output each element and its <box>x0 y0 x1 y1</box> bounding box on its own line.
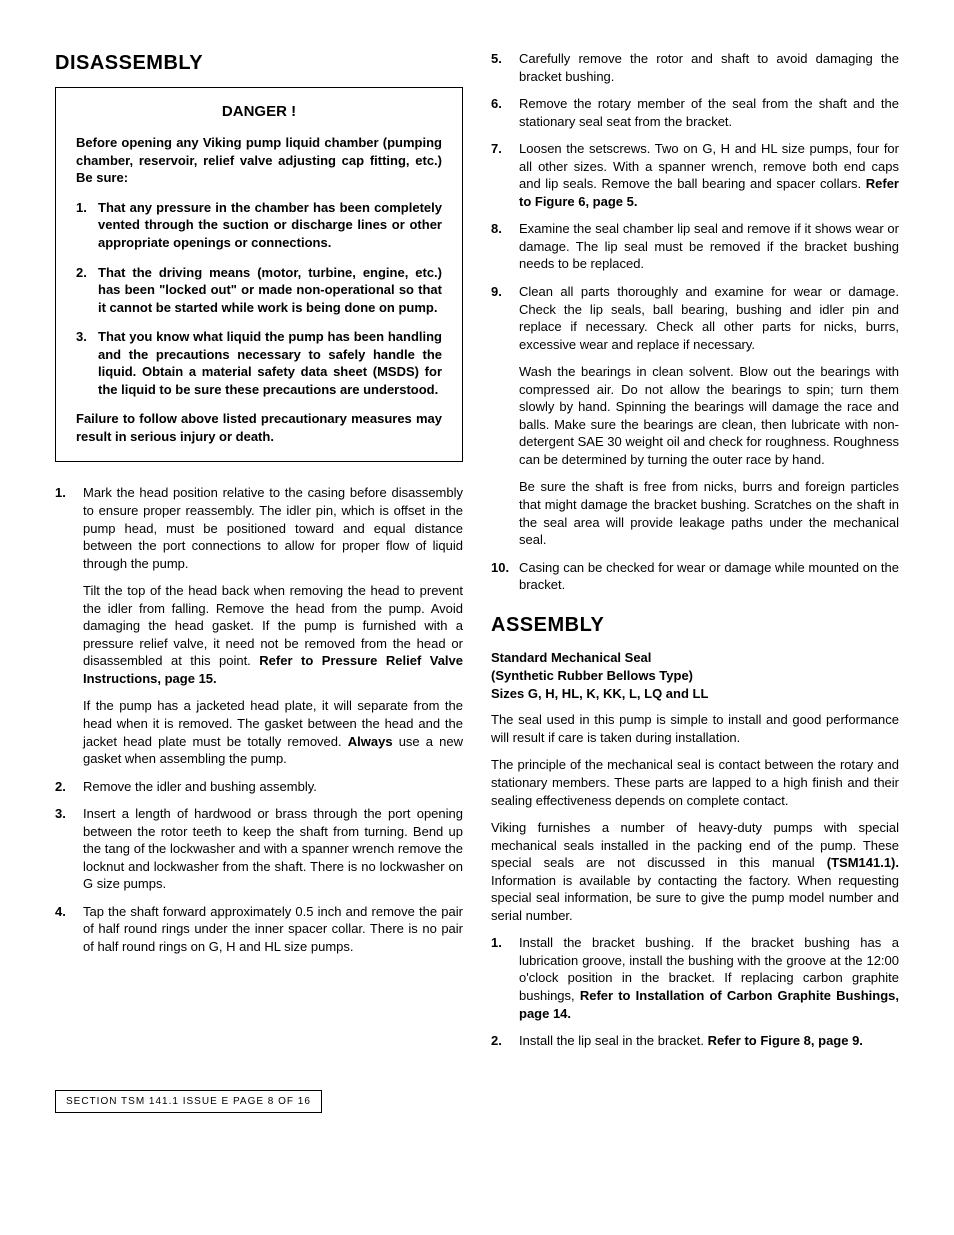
assembly-para2: The principle of the mechanical seal is … <box>491 756 899 809</box>
dis-step-5: Carefully remove the rotor and shaft to … <box>519 50 899 85</box>
danger-title: DANGER ! <box>76 102 442 122</box>
asm-step-2: Install the lip seal in the bracket. Ref… <box>519 1032 899 1050</box>
dis-step-7-text: Loosen the setscrews. Two on G, H and HL… <box>519 141 899 191</box>
right-column: Carefully remove the rotor and shaft to … <box>491 50 899 1060</box>
disassembly-steps-right: Carefully remove the rotor and shaft to … <box>491 50 899 594</box>
dis-step-1-p3: If the pump has a jacketed head plate, i… <box>83 697 463 767</box>
dis-step-9-p2: Wash the bearings in clean solvent. Blow… <box>519 363 899 468</box>
disassembly-heading: DISASSEMBLY <box>55 50 463 77</box>
dis-step-9-p3: Be sure the shaft is free from nicks, bu… <box>519 478 899 548</box>
danger-footer: Failure to follow above listed precautio… <box>76 410 442 445</box>
assembly-sub2: (Synthetic Rubber Bellows Type) <box>491 668 693 683</box>
dis-step-3: Insert a length of hardwood or brass thr… <box>83 805 463 893</box>
dis-step-7: Loosen the setscrews. Two on G, H and HL… <box>519 140 899 210</box>
danger-item-3: That you know what liquid the pump has b… <box>98 328 442 398</box>
dis-step-8: Examine the seal chamber lip seal and re… <box>519 220 899 273</box>
dis-step-1-text: Mark the head position relative to the c… <box>83 485 463 570</box>
dis-step-6: Remove the rotary member of the seal fro… <box>519 95 899 130</box>
page-footer: SECTION TSM 141.1 ISSUE E PAGE 8 OF 16 <box>55 1090 322 1114</box>
dis-step-1-p2: Tilt the top of the head back when remov… <box>83 582 463 687</box>
dis-step-9: Clean all parts thoroughly and examine f… <box>519 283 899 549</box>
assembly-para3: Viking furnishes a number of heavy-duty … <box>491 819 899 924</box>
dis-step-1-p3-bold: Always <box>348 734 393 749</box>
assembly-sub3: Sizes G, H, HL, K, KK, L, LQ and LL <box>491 686 708 701</box>
danger-box: DANGER ! Before opening any Viking pump … <box>55 87 463 462</box>
assembly-steps: Install the bracket bushing. If the brac… <box>491 934 899 1049</box>
asm-step-1: Install the bracket bushing. If the brac… <box>519 934 899 1022</box>
asm-step-2-bold: Refer to Figure 8, page 9. <box>708 1033 863 1048</box>
dis-step-9-text: Clean all parts thoroughly and examine f… <box>519 284 899 352</box>
assembly-subheading: Standard Mechanical Seal (Synthetic Rubb… <box>491 649 899 704</box>
dis-step-10: Casing can be checked for wear or damage… <box>519 559 899 594</box>
disassembly-steps-left: Mark the head position relative to the c… <box>55 484 463 955</box>
dis-step-1: Mark the head position relative to the c… <box>83 484 463 767</box>
danger-intro: Before opening any Viking pump liquid ch… <box>76 134 442 187</box>
danger-list: That any pressure in the chamber has bee… <box>76 199 442 398</box>
dis-step-2: Remove the idler and bushing assembly. <box>83 778 463 796</box>
assembly-para1: The seal used in this pump is simple to … <box>491 711 899 746</box>
assembly-heading: ASSEMBLY <box>491 612 899 639</box>
dis-step-4: Tap the shaft forward approximately 0.5 … <box>83 903 463 956</box>
left-column: DISASSEMBLY DANGER ! Before opening any … <box>55 50 463 1060</box>
assembly-para3-post: Information is available by contacting t… <box>491 873 899 923</box>
asm-step-2-text: Install the lip seal in the bracket. <box>519 1033 708 1048</box>
danger-item-2: That the driving means (motor, turbine, … <box>98 264 442 317</box>
assembly-para3-bold: (TSM141.1). <box>827 855 899 870</box>
assembly-sub1: Standard Mechanical Seal <box>491 650 651 665</box>
danger-item-1: That any pressure in the chamber has bee… <box>98 199 442 252</box>
